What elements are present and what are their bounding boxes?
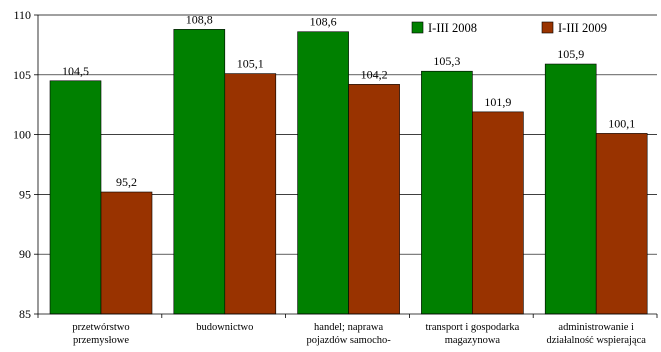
bar — [224, 73, 277, 315]
data-label: 105,3 — [433, 54, 460, 68]
data-label: 105,1 — [237, 57, 264, 71]
y-tick-label: 85 — [19, 307, 31, 321]
data-label: 104,5 — [62, 64, 89, 78]
bar — [297, 31, 349, 315]
y-tick-label: 95 — [19, 187, 31, 201]
bars — [49, 29, 648, 315]
x-tick-label: administrowanie i — [558, 322, 634, 333]
data-labels: 104,5 95,2 108,8 105,1 108,6 104,2 105,3 101,9 1… — [62, 12, 635, 189]
y-tick-label: 90 — [19, 247, 31, 261]
x-axis: przetwórstwo przemysłowe budownictwo handel… — [37, 313, 658, 346]
x-tick-label: budownictwo — [196, 322, 253, 333]
bar — [544, 63, 597, 315]
legend-label-2009: I-III 2009 — [558, 21, 607, 35]
bar — [472, 111, 524, 315]
bar — [595, 133, 648, 315]
data-label: 104,2 — [361, 67, 388, 81]
legend-label-2008: I-III 2008 — [428, 21, 477, 35]
bar — [100, 191, 153, 315]
x-tick-label: przemysłowe — [73, 335, 129, 346]
x-tick-label: przetwórstwo — [72, 322, 129, 333]
x-tick-label: transport i gospodarka — [425, 322, 519, 333]
x-tick-label: działalność wspierająca — [546, 335, 646, 346]
data-label: 101,9 — [484, 95, 511, 109]
legend-swatch-2008 — [411, 21, 424, 34]
data-label: 108,8 — [186, 12, 213, 26]
x-tick-label: pojazdów samocho- — [306, 335, 391, 346]
bar — [173, 29, 226, 315]
y-tick-label: 110 — [13, 8, 31, 22]
x-tick-label: magazynowa — [445, 335, 501, 346]
data-label: 100,1 — [608, 116, 635, 130]
data-label: 105,9 — [557, 47, 584, 61]
legend: I-III 2008 I-III 2009 — [411, 21, 607, 35]
data-label: 95,2 — [116, 175, 137, 189]
x-tick-label: handel; naprawa — [314, 322, 383, 333]
y-tick-label: 100 — [13, 128, 31, 142]
y-tick-label: 105 — [13, 68, 31, 82]
y-axis: 85 90 95 100 105 110 — [13, 8, 39, 321]
data-label: 108,6 — [310, 15, 337, 29]
legend-swatch-2009 — [541, 21, 554, 34]
bar — [348, 84, 400, 315]
bar — [421, 70, 473, 315]
bar — [49, 80, 102, 315]
